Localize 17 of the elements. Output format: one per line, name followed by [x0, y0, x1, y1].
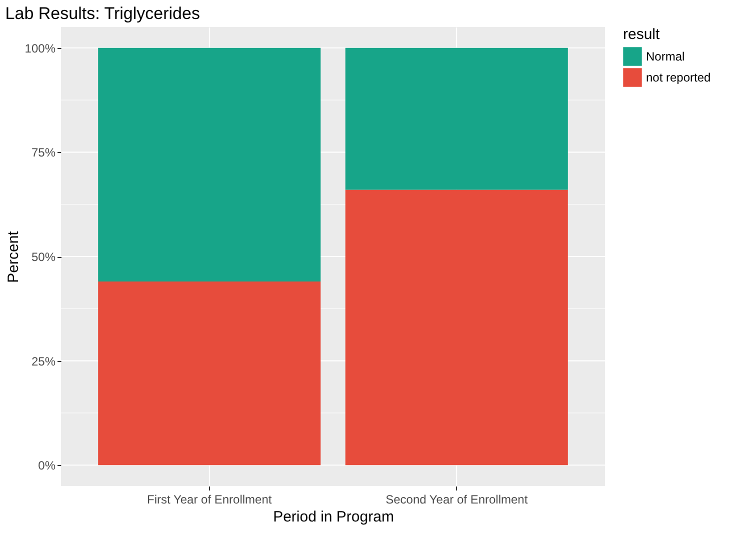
- chart-title: Lab Results: Triglycerides: [5, 4, 200, 23]
- y-tick-label: 75%: [31, 146, 56, 160]
- legend-title: result: [623, 26, 661, 43]
- bar: [345, 190, 568, 466]
- legend-label: not reported: [646, 70, 711, 84]
- y-tick-label: 25%: [31, 354, 56, 368]
- bar: [98, 48, 321, 282]
- legend-label: Normal: [646, 50, 685, 64]
- y-axis-title: Percent: [4, 230, 22, 283]
- x-tick-label: Second Year of Enrollment: [386, 492, 528, 506]
- y-tick-label: 50%: [31, 250, 56, 264]
- x-tick-label: First Year of Enrollment: [146, 492, 272, 506]
- bar: [98, 282, 321, 466]
- y-tick-label: 0%: [38, 458, 56, 473]
- y-tick-label: 100%: [24, 41, 56, 56]
- bar: [345, 48, 568, 190]
- x-axis-title: Period in Program: [273, 508, 394, 526]
